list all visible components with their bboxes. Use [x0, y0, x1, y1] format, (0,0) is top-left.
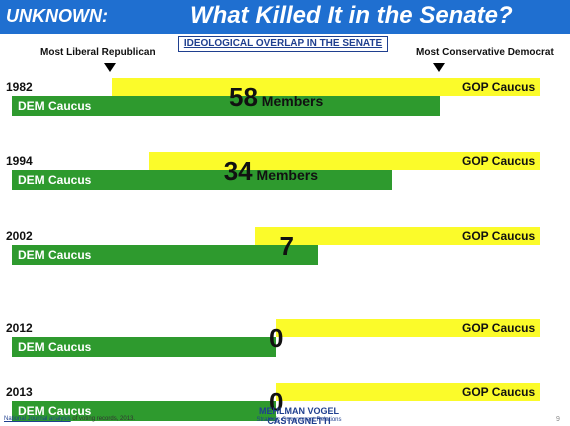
dem-bar — [12, 401, 276, 421]
overlap-label: 7 — [280, 231, 294, 262]
gop-label: GOP Caucus — [462, 229, 536, 243]
overlap-value: 58 — [229, 82, 258, 112]
overlap-label: 58 Members — [229, 82, 323, 113]
page-number: 9 — [556, 416, 560, 423]
year-label: 1994 — [6, 154, 33, 168]
header-bar: UNKNOWN: What Killed It in the Senate? — [0, 0, 570, 34]
slide-title: What Killed It in the Senate? — [190, 2, 513, 29]
marker-left-arrow-icon — [104, 63, 116, 72]
gop-bar — [112, 78, 540, 96]
overlap-unit: Members — [257, 93, 324, 109]
dem-label: DEM Caucus — [18, 404, 92, 418]
year-label: 1982 — [6, 80, 33, 94]
year-label: 2002 — [6, 229, 33, 243]
gop-label: GOP Caucus — [462, 321, 536, 335]
overlap-unit: Members — [252, 167, 318, 183]
dem-label: DEM Caucus — [18, 99, 92, 113]
dem-label: DEM Caucus — [18, 248, 92, 262]
dem-label: DEM Caucus — [18, 173, 92, 187]
marker-left-label: Most Liberal Republican — [40, 47, 156, 58]
overlap-value: 7 — [279, 231, 295, 261]
dem-bar — [12, 337, 276, 357]
gop-label: GOP Caucus — [462, 154, 536, 168]
year-label: 2012 — [6, 321, 33, 335]
gop-bar — [254, 227, 540, 245]
dem-bar — [12, 170, 393, 190]
gop-bar — [276, 383, 540, 401]
overlap-label: 0 — [269, 387, 283, 418]
overlap-label: 34 Members — [224, 156, 318, 187]
chart-title: IDEOLOGICAL OVERLAP IN THE SENATE — [178, 36, 388, 52]
dem-bar — [12, 96, 440, 116]
marker-right-label: Most Conservative Democrat — [416, 47, 554, 58]
header-label: UNKNOWN: — [6, 6, 108, 26]
dem-label: DEM Caucus — [18, 340, 92, 354]
logo-tagline: Strategic Government Relations — [256, 417, 342, 423]
overlap-value: 0 — [269, 387, 284, 417]
gop-label: GOP Caucus — [462, 385, 536, 399]
marker-right-arrow-icon — [433, 63, 445, 72]
logo-name: MEHLMAN VOGEL CASTAGNETTI — [259, 406, 339, 426]
gop-bar — [149, 152, 540, 170]
source-text: of voting records, 2013. — [70, 416, 136, 422]
overlap-label: 0 — [269, 323, 283, 354]
overlap-value: 0 — [269, 323, 284, 353]
gop-label: GOP Caucus — [462, 80, 536, 94]
year-label: 2013 — [6, 385, 33, 399]
gop-bar — [276, 319, 540, 337]
overlap-value: 34 — [223, 156, 253, 186]
footer-source: National Journal analysis of voting reco… — [4, 416, 135, 422]
dem-bar — [12, 245, 319, 265]
source-link[interactable]: National Journal analysis — [4, 416, 71, 422]
